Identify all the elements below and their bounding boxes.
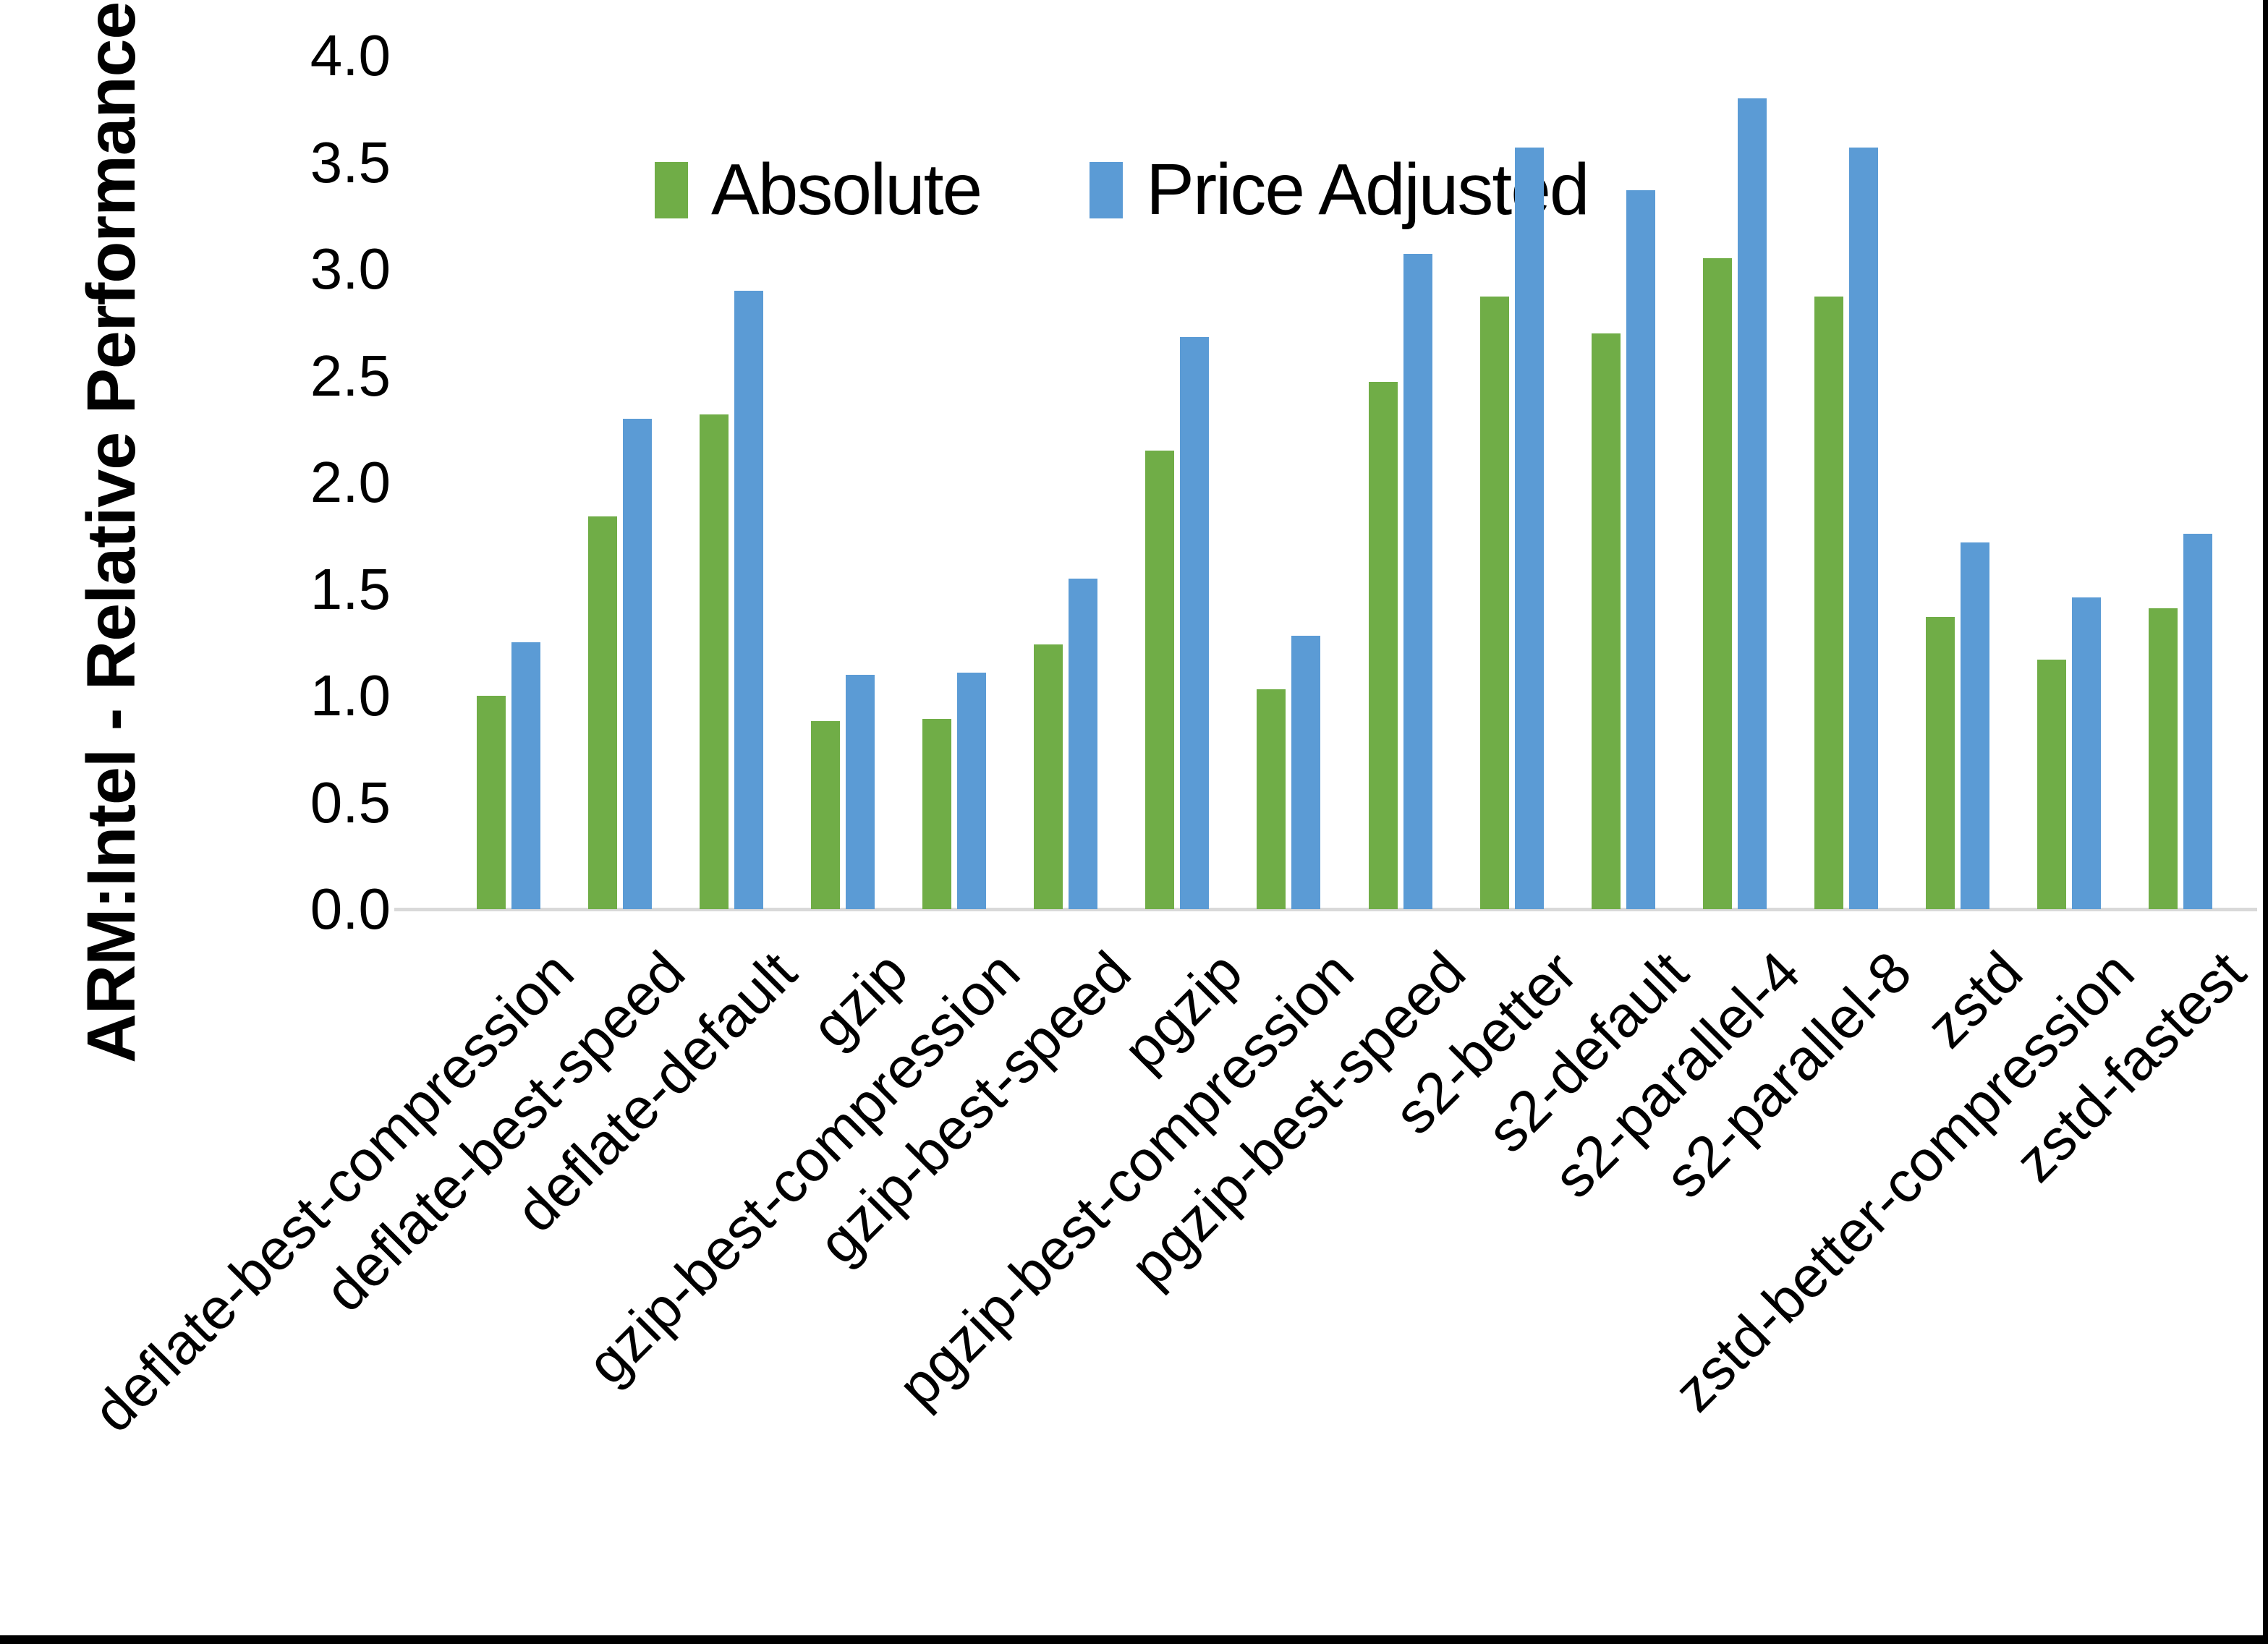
bar-absolute [1034, 644, 1063, 909]
bar-absolute [2036, 659, 2066, 909]
bar-price-adjusted [1737, 98, 1767, 909]
y-tick-label: 2.5 [310, 343, 391, 408]
bar-group-zstd-better-compression [2013, 56, 2125, 909]
bar-absolute [1702, 258, 1732, 909]
y-tick-label: 3.5 [310, 129, 391, 195]
bar-group-gzip-best-compression [899, 56, 1010, 909]
bar-group-s2-default [1568, 56, 1679, 909]
bar-price-adjusted [957, 672, 987, 909]
bar-price-adjusted [1626, 189, 1655, 909]
bar-absolute [477, 696, 506, 909]
bar-absolute [588, 516, 618, 909]
bar-price-adjusted [734, 290, 764, 909]
bar-group-s2-parallel-4 [1679, 56, 1791, 909]
y-tick-label: 2.0 [310, 450, 391, 514]
bar-price-adjusted [1514, 147, 1544, 909]
legend-item-absolute: Absolute [655, 148, 982, 231]
y-tick-label: 4.0 [310, 23, 391, 88]
bar-price-adjusted [1291, 636, 1321, 909]
bar-absolute [811, 721, 841, 909]
bar-absolute [700, 414, 729, 909]
bar-absolute [922, 719, 952, 909]
bar-price-adjusted [846, 674, 875, 909]
bar-absolute [1368, 382, 1398, 909]
bar-absolute [1925, 616, 1955, 909]
y-tick-label: 3.0 [310, 237, 391, 301]
bar-group-s2-better [1456, 56, 1568, 909]
bar-absolute [2148, 608, 2178, 909]
bar-price-adjusted [623, 418, 653, 909]
bar-price-adjusted [2183, 533, 2212, 909]
bar-group-pgzip-best-speed [1345, 56, 1456, 909]
bar-absolute [1145, 450, 1175, 909]
bar-group-gzip-best-speed [1010, 56, 1121, 909]
legend-swatch-price-adjusted [1090, 161, 1124, 218]
bar-group-zstd-fastest [2125, 56, 2236, 909]
bar-group-s2-parallel-8 [1791, 56, 1902, 909]
bar-price-adjusted [511, 642, 541, 909]
x-axis-line [394, 908, 2257, 911]
bar-price-adjusted [1960, 542, 1989, 909]
bar-price-adjusted [1848, 147, 1878, 909]
bar-price-adjusted [1403, 254, 1432, 909]
y-tick-label: 0.0 [310, 877, 391, 941]
legend-swatch-absolute [655, 161, 688, 218]
bar-absolute [1591, 333, 1621, 909]
bar-group-gzip [787, 56, 899, 909]
bar-absolute [1479, 297, 1509, 909]
bar-price-adjusted [2071, 597, 2101, 909]
bar-price-adjusted [1069, 578, 1098, 909]
y-axis-title: ARM:Intel - Relative Performance [73, 1, 150, 1063]
bar-absolute [1814, 297, 1843, 909]
legend-label: Absolute [711, 149, 982, 230]
bar-group-deflate-default [676, 56, 787, 909]
frame-right-border [2263, 0, 2268, 1644]
bar-group-deflate-best-speed [564, 56, 676, 909]
bar-group-zstd [1902, 56, 2013, 909]
y-tick-label: 1.0 [310, 663, 391, 728]
bar-group-pgzip [1121, 56, 1233, 909]
y-tick-label: 0.5 [310, 770, 391, 835]
y-tick-label: 1.5 [310, 556, 391, 621]
bar-group-deflate-best-compression [453, 56, 564, 909]
bar-group-pgzip-best-compression [1233, 56, 1344, 909]
bar-price-adjusted [1180, 337, 1210, 909]
frame-bottom-border [0, 1635, 2268, 1644]
bar-absolute [1257, 689, 1286, 909]
